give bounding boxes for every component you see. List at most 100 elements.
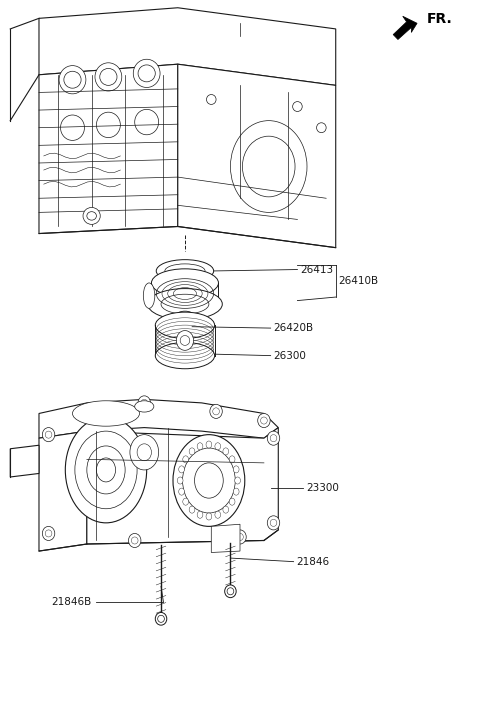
Ellipse shape — [261, 417, 267, 424]
Ellipse shape — [138, 396, 151, 410]
Ellipse shape — [141, 399, 148, 407]
Ellipse shape — [45, 431, 52, 438]
Ellipse shape — [183, 456, 189, 463]
Polygon shape — [178, 64, 336, 247]
Ellipse shape — [81, 407, 93, 421]
Text: 21846: 21846 — [297, 556, 330, 566]
Ellipse shape — [156, 612, 167, 625]
Ellipse shape — [229, 456, 235, 463]
Ellipse shape — [176, 311, 193, 320]
Ellipse shape — [148, 288, 222, 320]
Ellipse shape — [179, 488, 184, 495]
Ellipse shape — [156, 312, 215, 339]
Ellipse shape — [189, 448, 195, 455]
Polygon shape — [39, 431, 87, 551]
Ellipse shape — [267, 431, 280, 445]
Text: FR.: FR. — [427, 12, 453, 26]
Ellipse shape — [197, 511, 203, 518]
Ellipse shape — [267, 516, 280, 530]
Ellipse shape — [215, 511, 221, 518]
Ellipse shape — [225, 585, 236, 597]
Ellipse shape — [197, 443, 203, 450]
Text: 26410B: 26410B — [338, 276, 378, 286]
Ellipse shape — [180, 336, 190, 346]
Ellipse shape — [157, 615, 164, 622]
Ellipse shape — [230, 121, 307, 212]
Ellipse shape — [233, 488, 239, 495]
Polygon shape — [10, 445, 39, 477]
Ellipse shape — [45, 530, 52, 537]
Ellipse shape — [96, 458, 116, 482]
Ellipse shape — [75, 431, 137, 509]
Ellipse shape — [210, 404, 222, 419]
Ellipse shape — [65, 417, 147, 523]
Text: 26413: 26413 — [300, 264, 333, 274]
Ellipse shape — [132, 537, 138, 544]
Ellipse shape — [227, 588, 234, 595]
Ellipse shape — [242, 136, 295, 197]
Ellipse shape — [165, 264, 205, 278]
Ellipse shape — [138, 65, 156, 82]
Ellipse shape — [100, 69, 117, 86]
Polygon shape — [39, 399, 278, 438]
Ellipse shape — [129, 533, 141, 547]
Ellipse shape — [213, 408, 219, 415]
Ellipse shape — [156, 342, 215, 369]
Ellipse shape — [194, 463, 223, 498]
Ellipse shape — [182, 448, 235, 513]
Polygon shape — [39, 64, 178, 233]
Ellipse shape — [152, 269, 218, 297]
Ellipse shape — [317, 123, 326, 133]
Polygon shape — [39, 8, 336, 86]
Ellipse shape — [87, 446, 125, 494]
Ellipse shape — [42, 428, 55, 442]
Text: 21846B: 21846B — [51, 597, 92, 607]
Ellipse shape — [135, 110, 158, 135]
Ellipse shape — [293, 102, 302, 112]
Ellipse shape — [133, 59, 160, 88]
Ellipse shape — [189, 506, 195, 513]
Ellipse shape — [95, 63, 122, 91]
Ellipse shape — [137, 444, 152, 461]
Polygon shape — [87, 428, 278, 544]
Ellipse shape — [206, 513, 212, 520]
Ellipse shape — [270, 520, 277, 527]
Ellipse shape — [237, 533, 243, 540]
Ellipse shape — [206, 441, 212, 448]
Ellipse shape — [135, 401, 154, 412]
Ellipse shape — [270, 435, 277, 442]
Ellipse shape — [223, 506, 228, 513]
Ellipse shape — [60, 115, 84, 141]
Ellipse shape — [179, 329, 191, 336]
Ellipse shape — [64, 71, 81, 88]
Ellipse shape — [235, 477, 240, 484]
Ellipse shape — [42, 527, 55, 540]
Ellipse shape — [59, 66, 86, 94]
Ellipse shape — [206, 95, 216, 105]
Ellipse shape — [161, 294, 209, 314]
Ellipse shape — [183, 498, 189, 506]
Text: 23300: 23300 — [306, 483, 339, 493]
Ellipse shape — [179, 466, 184, 473]
Ellipse shape — [229, 498, 235, 506]
Polygon shape — [211, 525, 240, 552]
Ellipse shape — [215, 443, 221, 450]
Ellipse shape — [173, 435, 245, 527]
Ellipse shape — [130, 435, 158, 470]
Ellipse shape — [156, 259, 214, 282]
Ellipse shape — [258, 414, 270, 428]
Ellipse shape — [176, 331, 193, 351]
Ellipse shape — [87, 211, 96, 220]
Ellipse shape — [72, 401, 140, 426]
Ellipse shape — [144, 283, 155, 308]
Text: 26420B: 26420B — [274, 323, 313, 333]
Bar — [179, 315, 191, 332]
Ellipse shape — [177, 477, 183, 484]
Ellipse shape — [96, 112, 120, 138]
Ellipse shape — [83, 207, 100, 224]
Text: 26300: 26300 — [274, 351, 306, 361]
Ellipse shape — [233, 466, 239, 473]
Polygon shape — [393, 16, 417, 40]
Ellipse shape — [84, 410, 90, 417]
Ellipse shape — [234, 530, 246, 544]
